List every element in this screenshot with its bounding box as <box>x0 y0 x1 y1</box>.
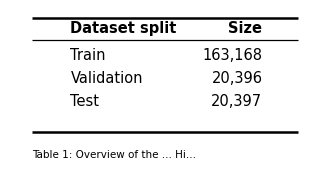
Text: Table 1: Overview of the ... Hi...: Table 1: Overview of the ... Hi... <box>32 150 196 160</box>
Text: Validation: Validation <box>70 71 143 86</box>
Text: Size: Size <box>228 21 262 36</box>
Text: 20,397: 20,397 <box>211 94 262 109</box>
Text: 20,396: 20,396 <box>212 71 262 86</box>
Text: Test: Test <box>70 94 100 109</box>
Text: 163,168: 163,168 <box>202 48 262 63</box>
Text: Dataset split: Dataset split <box>70 21 177 36</box>
Text: Train: Train <box>70 48 106 63</box>
